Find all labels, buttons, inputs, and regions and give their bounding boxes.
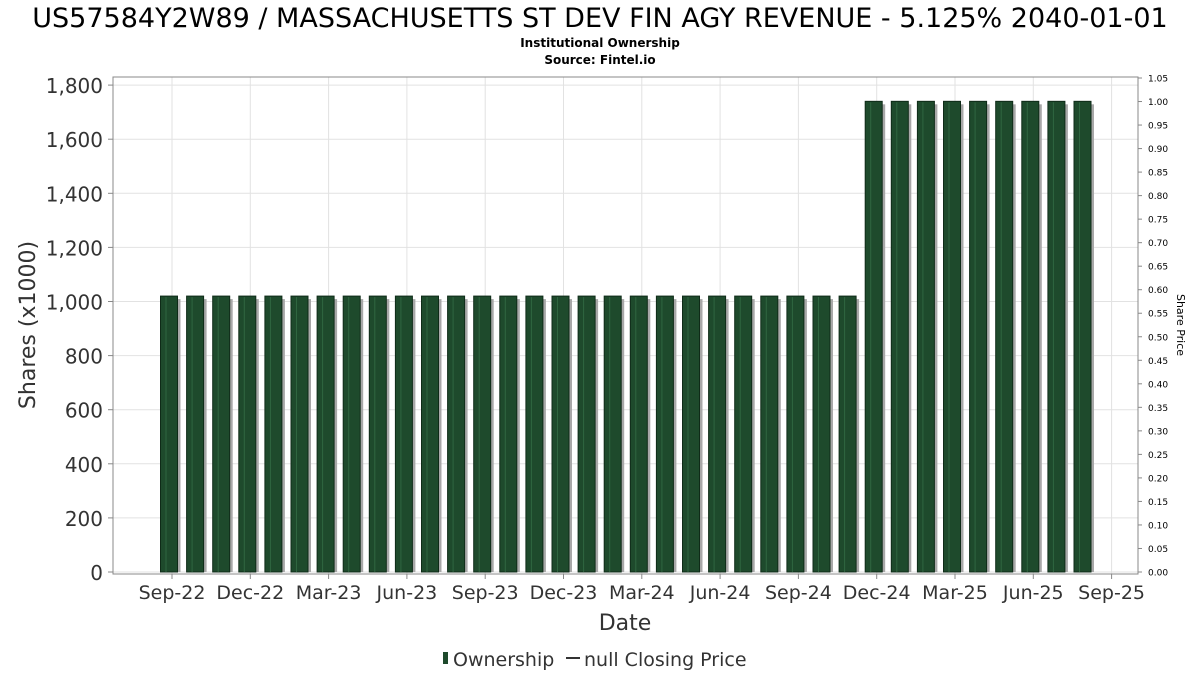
ownership-bar	[577, 295, 596, 573]
ownership-bar	[421, 295, 439, 573]
x-tick-label: Sep-24	[765, 582, 832, 604]
y2-tick-label: 0.10	[1148, 521, 1168, 531]
ownership-bar	[342, 295, 361, 573]
y2-tick-label: 0.20	[1148, 474, 1168, 484]
x-axis-label: Date	[599, 611, 652, 636]
x-tick-label: Jun-24	[689, 582, 751, 604]
x-tick-label: Dec-23	[530, 582, 598, 604]
x-tick-label: Jun-23	[376, 582, 438, 604]
legend-closing-price-label: null Closing Price	[584, 649, 747, 671]
y2-tick-label: 1.00	[1148, 98, 1168, 108]
ownership-bar	[786, 295, 805, 573]
y2-tick-label: 0.65	[1148, 263, 1168, 273]
y2-tick-label: 0.50	[1148, 333, 1168, 343]
x-tick-label: Jun-25	[1002, 582, 1064, 604]
ownership-bar	[734, 295, 753, 573]
y2-tick-label: 0.00	[1148, 569, 1168, 579]
ownership-bar	[890, 100, 909, 573]
y2-tick-label: 0.55	[1148, 310, 1168, 320]
y-tick-label: 1,800	[46, 74, 103, 98]
ownership-bar	[525, 295, 544, 573]
ownership-bar	[186, 295, 205, 573]
ownership-bar	[551, 295, 570, 573]
y2-tick-label: 1.05	[1148, 75, 1168, 85]
y2-tick-label: 0.60	[1148, 286, 1168, 296]
ownership-bar	[499, 295, 518, 573]
legend-ownership-swatch	[443, 652, 448, 664]
x-axis: Sep-22 Dec-22 Mar-23 Jun-23 Sep-23 Dec-23 Mar-…	[139, 574, 1145, 604]
y-tick-label: 0	[90, 561, 103, 585]
ownership-bar	[238, 295, 257, 573]
y2-tick-label: 0.85	[1148, 169, 1168, 179]
x-tick-label: Sep-23	[452, 582, 519, 604]
ownership-bar	[603, 295, 622, 573]
x-tick-label: Mar-25	[922, 582, 988, 604]
ownership-bar	[394, 295, 413, 573]
chart-subtitle: Institutional Ownership	[520, 36, 680, 50]
y-tick-label: 400	[65, 453, 103, 477]
ownership-bar	[629, 295, 648, 573]
x-tick-label: Dec-24	[843, 582, 911, 604]
y2-tick-label: 0.95	[1148, 122, 1168, 132]
ownership-bars	[160, 100, 1094, 573]
ownership-bar	[1047, 100, 1066, 573]
ownership-bar	[708, 295, 727, 573]
ownership-bar	[160, 295, 178, 573]
x-tick-label: Mar-23	[296, 582, 362, 604]
ownership-bar	[682, 295, 700, 573]
ownership-bar	[969, 100, 988, 573]
plot-frame	[112, 76, 1139, 575]
x-tick-label: Sep-22	[139, 582, 206, 604]
y2-tick-label: 0.35	[1148, 404, 1168, 414]
y2-tick-label: 0.75	[1148, 216, 1168, 226]
y2-tick-label: 0.25	[1148, 451, 1168, 461]
y-tick-label: 1,200	[46, 236, 103, 260]
legend-ownership-label: Ownership	[453, 649, 554, 671]
y2-tick-label: 0.90	[1148, 145, 1168, 155]
y-axis-label: Shares (x1000)	[16, 241, 41, 409]
x-tick-label: Mar-24	[609, 582, 675, 604]
y-tick-label: 600	[65, 399, 103, 423]
ownership-bar	[264, 295, 283, 573]
ownership-bar	[655, 295, 674, 573]
ownership-bar	[943, 100, 961, 573]
y-tick-label: 200	[65, 507, 103, 531]
y2-tick-label: 0.30	[1148, 427, 1168, 437]
ownership-bar	[316, 295, 335, 573]
y2-tick-label: 0.80	[1148, 192, 1168, 202]
y-axis: 0 200 400 600 800 1,000 1,200 1,400 1,600 1,800	[46, 74, 113, 585]
ownership-bar	[290, 295, 309, 573]
y-tick-label: 1,400	[46, 182, 103, 206]
y2-axis: 0.00 0.05 0.10 0.15 0.20 0.25 0.30 0.35 0.40 0.45…	[1138, 75, 1168, 579]
ownership-bar	[212, 295, 231, 573]
ownership-bar	[760, 295, 779, 573]
y-tick-label: 1,000	[46, 291, 103, 315]
legend: Ownership null Closing Price	[443, 649, 747, 671]
y2-axis-label: Share Price	[1174, 294, 1187, 356]
y2-tick-label: 0.15	[1148, 498, 1168, 508]
ownership-bar	[995, 100, 1014, 573]
y-tick-label: 800	[65, 345, 103, 369]
y2-tick-label: 0.45	[1148, 357, 1168, 367]
ownership-bar	[368, 295, 387, 573]
ownership-bar	[838, 295, 857, 573]
ownership-bar	[812, 295, 831, 573]
ownership-bar	[1073, 100, 1092, 573]
chart-title: US57584Y2W89 / MASSACHUSETTS ST DEV FIN …	[32, 3, 1167, 34]
y2-tick-label: 0.40	[1148, 380, 1168, 390]
x-tick-label: Dec-22	[216, 582, 284, 604]
y-tick-label: 1,600	[46, 128, 103, 152]
ownership-bar	[916, 100, 935, 573]
ownership-bar	[864, 100, 883, 573]
ownership-bar	[473, 295, 492, 573]
y2-tick-label: 0.70	[1148, 239, 1168, 249]
chart-source: Source: Fintel.io	[544, 53, 655, 67]
x-tick-label: Sep-25	[1078, 582, 1145, 604]
ownership-bar	[1021, 100, 1040, 573]
ownership-bar	[447, 295, 466, 573]
y2-tick-label: 0.05	[1148, 545, 1168, 555]
